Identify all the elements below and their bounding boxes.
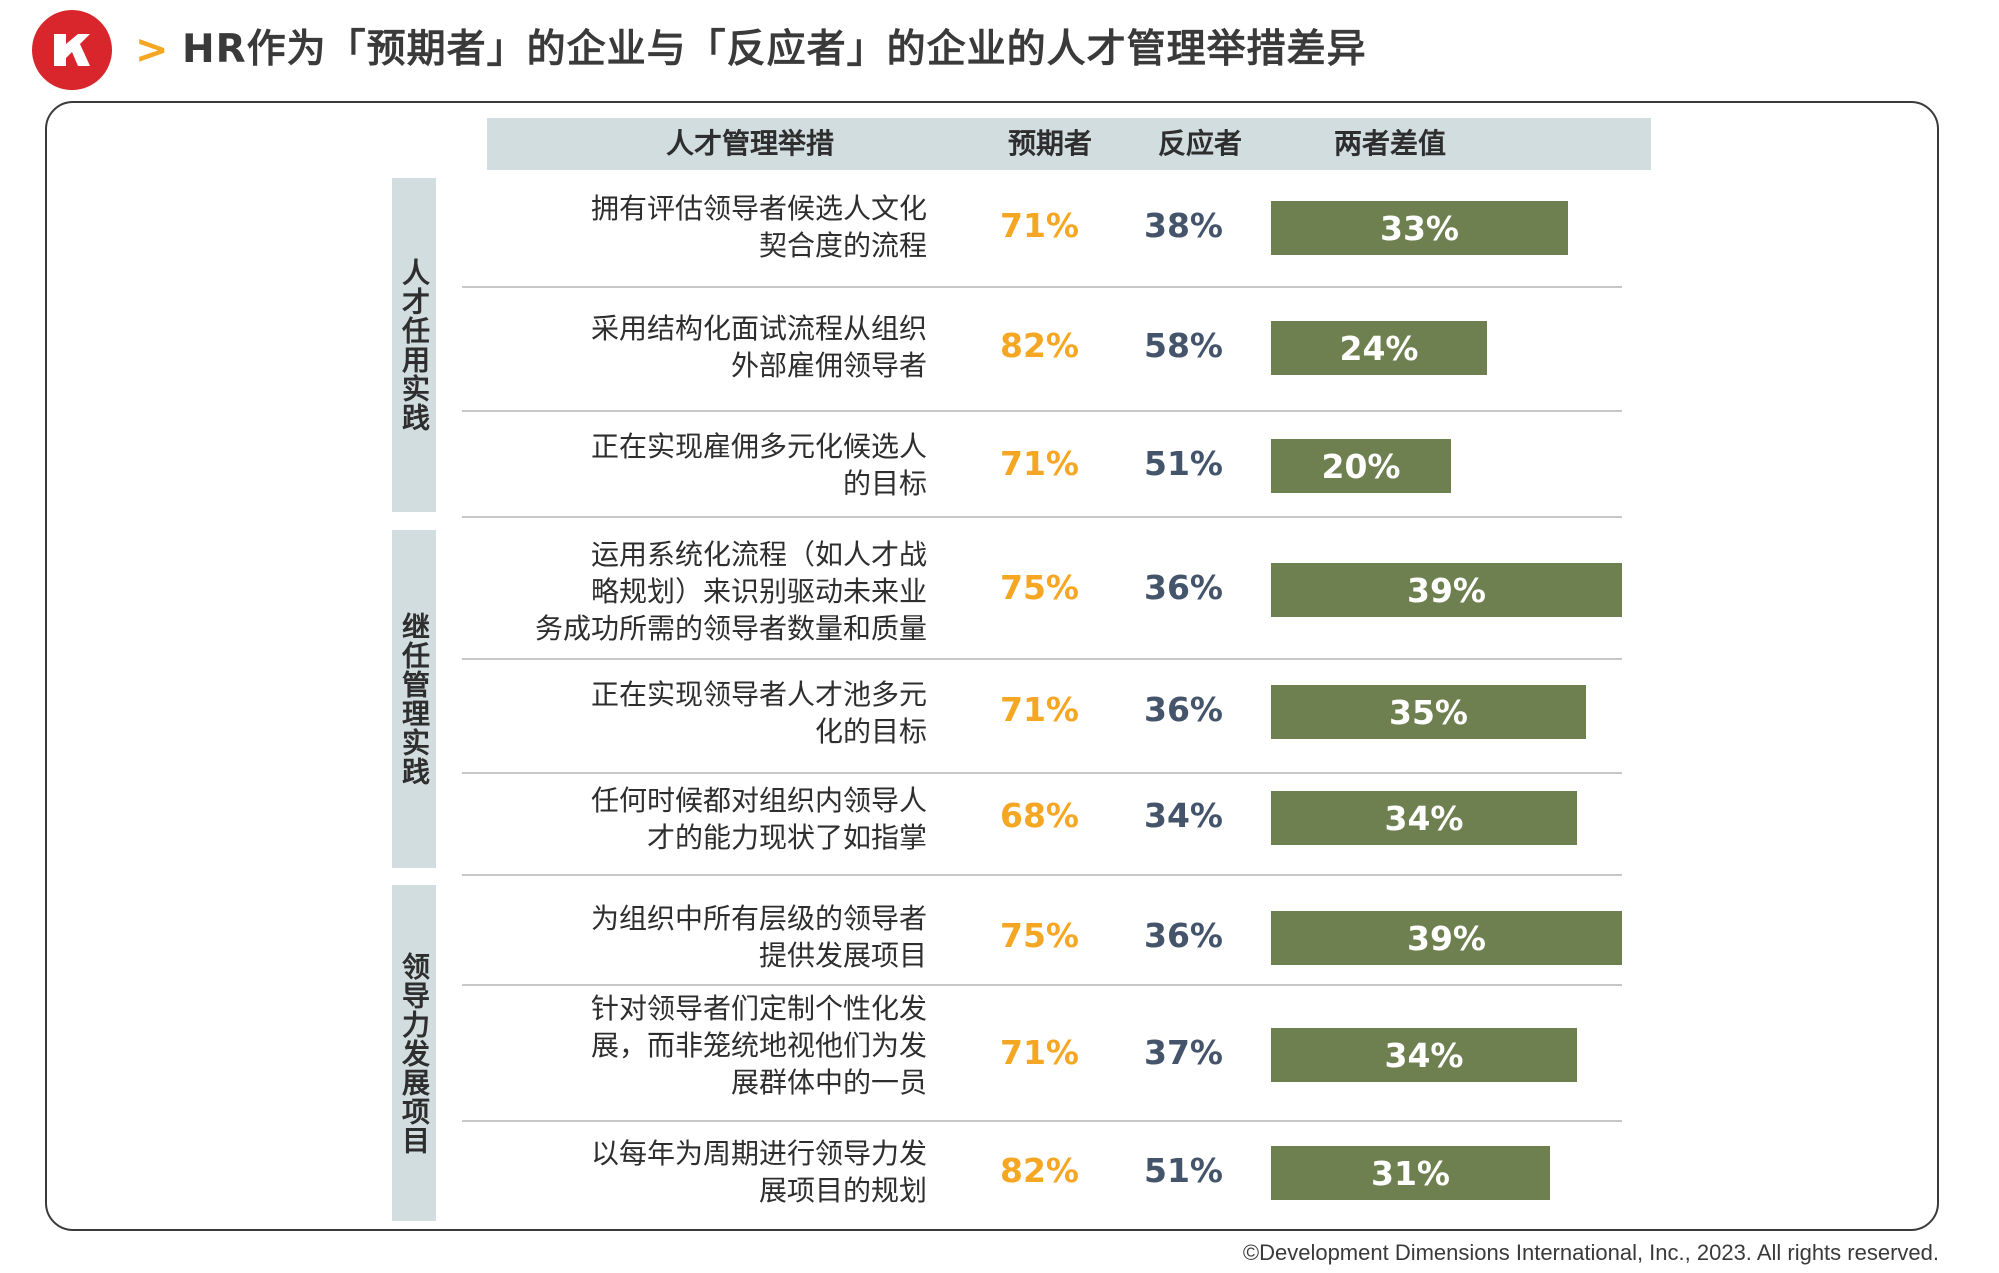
copyright: ©Development Dimensions International, I… (1242, 1240, 1939, 1265)
group-label: 继任管理实践 (398, 612, 431, 786)
practice-label: 正在实现雇佣多元化候选人 的目标 (590, 430, 927, 500)
practice-label: 针对领导者们定制个性化发 展，而非笼统地视他们为发 展群体中的一员 (590, 992, 927, 1099)
logo-mark (54, 34, 90, 66)
table-header-bar (487, 118, 1651, 170)
difference-label: 39% (1407, 570, 1486, 610)
chevron-right-icon: > (135, 27, 169, 73)
anticipator-value: 75% (1000, 916, 1079, 955)
reactor-value: 34% (1144, 796, 1223, 835)
row-separator (462, 874, 1622, 876)
practice-label: 拥有评估领导者候选人文化 契合度的流程 (590, 192, 927, 262)
column-header-difference: 两者差值 (1333, 127, 1446, 160)
difference-bar: 34% (1271, 791, 1577, 845)
reactor-value: 51% (1144, 1151, 1223, 1190)
reactor-value: 38% (1144, 206, 1223, 245)
difference-label: 34% (1384, 798, 1464, 838)
practice-label: 以每年为周期进行领导力发 展项目的规划 (590, 1137, 927, 1207)
difference-label: 33% (1380, 208, 1459, 248)
group-leadership-development: 领导力发展项目 (392, 885, 436, 1221)
row-separator (462, 516, 1622, 518)
practice-label: 正在实现领导者人才池多元 化的目标 (590, 678, 927, 748)
anticipator-value: 71% (1000, 1033, 1079, 1072)
anticipator-value: 82% (1000, 1151, 1079, 1190)
difference-label: 34% (1384, 1035, 1464, 1075)
anticipator-value: 68% (1000, 796, 1079, 835)
column-header-practice: 人才管理举措 (665, 127, 834, 160)
reactor-value: 58% (1144, 326, 1223, 365)
difference-bar: 39% (1271, 911, 1622, 965)
difference-bar: 20% (1271, 439, 1451, 493)
reactor-value: 37% (1144, 1033, 1223, 1072)
anticipator-value: 75% (1000, 568, 1079, 607)
reactor-value: 36% (1144, 690, 1223, 729)
anticipator-value: 71% (1000, 206, 1079, 245)
row-separator (462, 772, 1622, 774)
content-frame (45, 101, 1939, 1231)
column-header-anticipator: 预期者 (1007, 127, 1092, 160)
difference-bar: 24% (1271, 321, 1487, 375)
ddi-logo-icon (32, 10, 112, 90)
difference-label: 35% (1389, 692, 1468, 732)
row-separator (462, 1120, 1622, 1122)
row-separator (462, 286, 1622, 288)
difference-label: 39% (1407, 918, 1486, 958)
anticipator-value: 82% (1000, 326, 1079, 365)
row-separator (462, 410, 1622, 412)
reactor-value: 51% (1144, 444, 1223, 483)
practice-label: 采用结构化面试流程从组织 外部雇佣领导者 (590, 312, 927, 382)
group-label: 领导力发展项目 (398, 951, 431, 1155)
difference-label: 20% (1321, 446, 1401, 486)
difference-bar: 31% (1271, 1146, 1550, 1200)
difference-bar: 39% (1271, 563, 1622, 617)
group-hiring: 人才任用实践 (392, 178, 436, 512)
difference-label: 24% (1339, 328, 1419, 368)
group-label: 人才任用实践 (398, 258, 431, 432)
reactor-value: 36% (1144, 916, 1223, 955)
page-title: HR作为「预期者」的企业与「反应者」的企业的人才管理举措差异 (182, 27, 1367, 72)
practice-label: 为组织中所有层级的领导者 提供发展项目 (590, 902, 927, 972)
anticipator-value: 71% (1000, 690, 1079, 729)
difference-bar: 35% (1271, 685, 1586, 739)
practice-label: 运用系统化流程（如人才战 略规划）来识别驱动未来业 务成功所需的领导者数量和质量 (534, 538, 927, 645)
difference-bar: 33% (1271, 201, 1568, 255)
reactor-value: 36% (1144, 568, 1223, 607)
difference-label: 31% (1371, 1153, 1450, 1193)
anticipator-value: 71% (1000, 444, 1079, 483)
row-separator (462, 984, 1622, 986)
practice-label: 任何时候都对组织内领导人 才的能力现状了如指掌 (590, 784, 927, 854)
group-succession: 继任管理实践 (392, 530, 436, 868)
row-separator (462, 658, 1622, 660)
difference-bar: 34% (1271, 1028, 1577, 1082)
column-header-reactor: 反应者 (1157, 127, 1242, 160)
